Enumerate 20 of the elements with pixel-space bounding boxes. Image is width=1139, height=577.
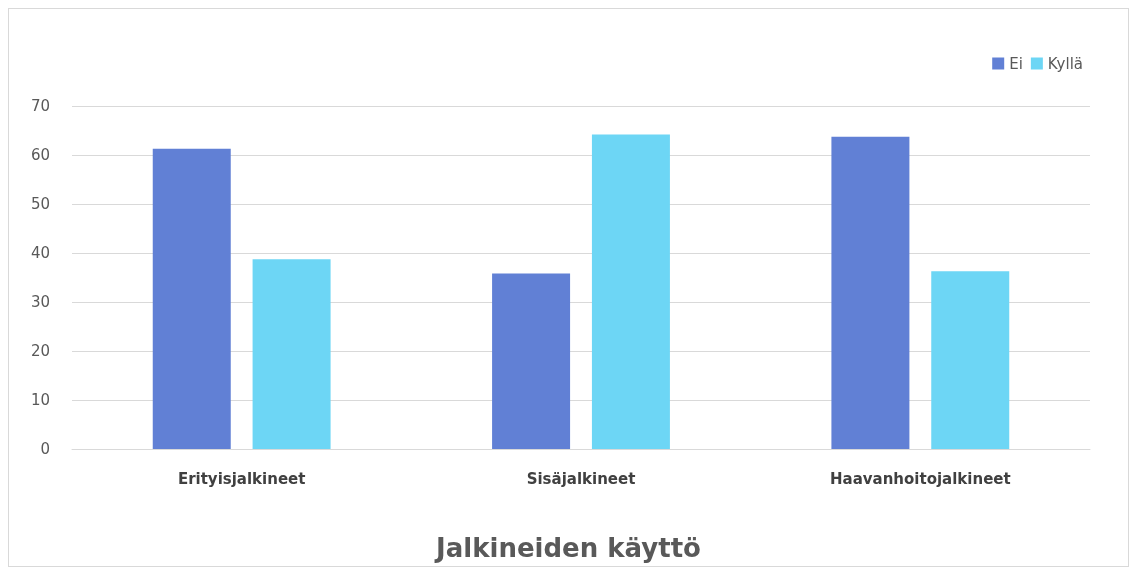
text: Jalkineiden käyttö [434,533,701,563]
y-tick-label: 40 [30,244,50,262]
bar [931,271,1010,449]
bar [492,273,571,449]
x-tick-label: Erityisjalkineet [177,469,306,488]
legend-label: Kyllä [1047,54,1084,73]
bar [152,148,231,449]
y-tick-label: 30 [30,293,50,311]
x-tick-label: Sisäjalkineet [526,469,636,488]
y-tick-label: 50 [30,195,50,213]
bar [591,134,670,449]
y-tick-label: 10 [30,391,50,409]
y-tick-label: 70 [30,97,50,115]
y-tick-label: 20 [30,342,50,360]
bar [252,259,331,449]
y-tick-label: 0 [40,440,50,458]
y-tick-label: 60 [30,146,50,164]
bar [831,136,910,449]
legend-label: Ei [1009,54,1023,73]
x-tick-label: Haavanhoitojalkineet [829,469,1011,488]
